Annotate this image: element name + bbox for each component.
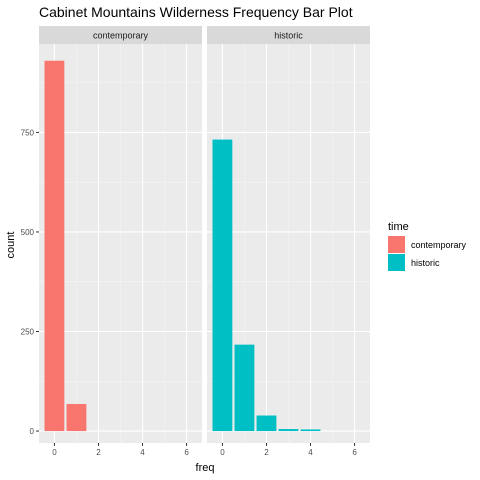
bar-historic-4	[300, 429, 321, 432]
x-tick-label: 0	[220, 448, 225, 457]
facet-strip-label: contemporary	[93, 31, 149, 41]
legend-key-contemporary	[388, 236, 405, 253]
y-tick-label: 500	[21, 228, 35, 237]
y-tick-label: 250	[21, 328, 35, 337]
x-tick-label: 6	[352, 448, 357, 457]
x-tick-label: 2	[96, 448, 101, 457]
legend-label-contemporary: contemporary	[411, 240, 467, 250]
x-tick-label: 4	[140, 448, 145, 457]
bar-contemporary-0	[44, 60, 65, 432]
facet-strip-label: historic	[274, 31, 303, 41]
legend: time contemporary historic	[388, 221, 467, 271]
legend-title: time	[388, 221, 409, 233]
facet-strip-contemporary	[39, 26, 202, 44]
y-tick-label: 750	[21, 128, 35, 137]
bar-historic-3	[278, 429, 299, 432]
bar-historic-1	[234, 344, 255, 432]
x-tick-label: 2	[264, 448, 269, 457]
facet-strip-historic	[207, 26, 370, 44]
bar-historic-0	[212, 139, 233, 432]
legend-label-historic: historic	[411, 258, 440, 268]
facet-panels: contemporary 0 2 4 6 0 250 500 750 historic 0 2 4 6	[21, 26, 370, 457]
facet-panel-historic: historic 0 2 4 6	[207, 26, 370, 457]
x-tick-label: 4	[308, 448, 313, 457]
x-axis-title: freq	[196, 462, 215, 474]
x-tick-label: 0	[52, 448, 57, 457]
chart-title: Cabinet Mountains Wilderness Frequency B…	[39, 4, 353, 20]
y-tick-label: 0	[30, 427, 35, 436]
facet-panel-contemporary: contemporary 0 2 4 6 0 250 500 750	[21, 26, 202, 457]
legend-key-historic	[388, 254, 405, 271]
y-axis-title: count	[5, 232, 17, 259]
bar-contemporary-1	[66, 403, 87, 432]
x-tick-label: 6	[184, 448, 189, 457]
bar-historic-2	[256, 415, 277, 432]
